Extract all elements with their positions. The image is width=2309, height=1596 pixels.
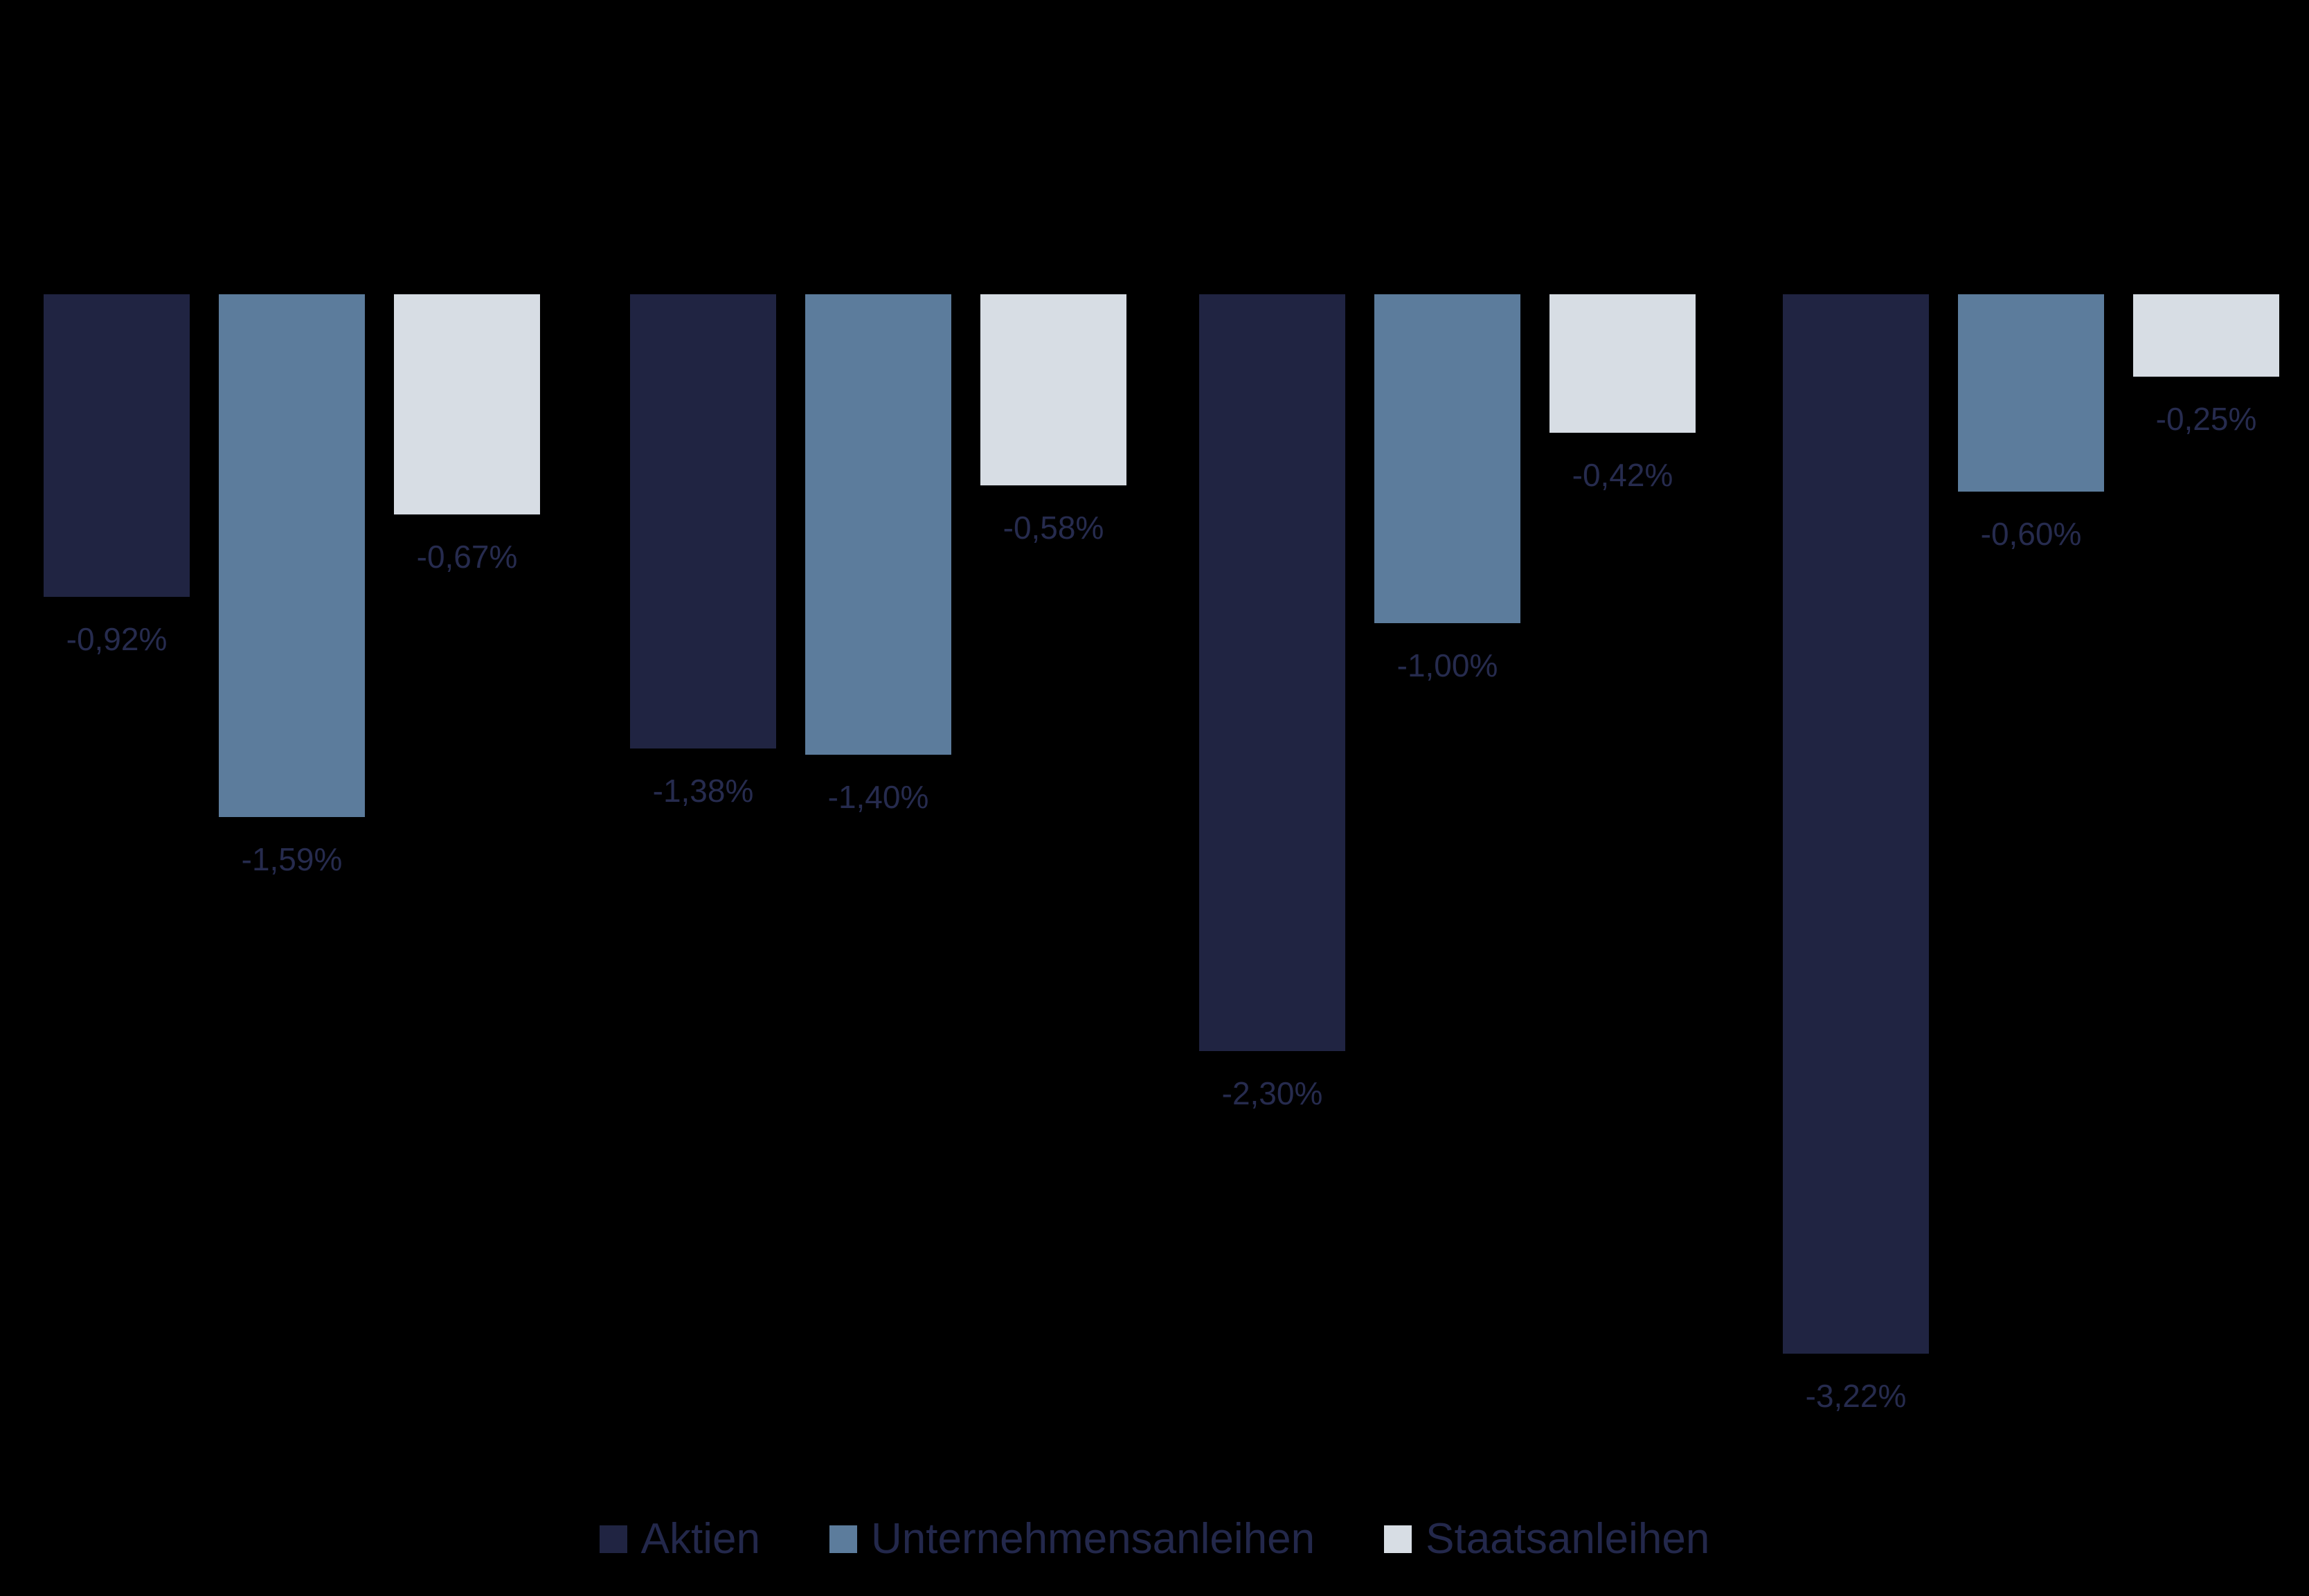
bar-unternehmensanleihen-3 <box>1958 294 2104 492</box>
value-label-staatsanleihen-2: -0,42% <box>1572 456 1673 493</box>
legend-swatch-staatsanleihen-icon <box>1384 1525 1412 1553</box>
value-label-unternehmensanleihen-2: -1,00% <box>1396 647 1498 683</box>
bar-aktien-1 <box>630 294 776 748</box>
value-label-unternehmensanleihen-0: -1,59% <box>241 841 343 878</box>
value-label-aktien-2: -2,30% <box>1221 1075 1323 1111</box>
value-label-staatsanleihen-3: -0,25% <box>2155 400 2257 437</box>
bar-staatsanleihen-2 <box>1549 294 1696 433</box>
value-label-unternehmensanleihen-1: -1,40% <box>827 779 929 815</box>
legend-item-staatsanleihen: Staatsanleihen <box>1384 1518 1709 1561</box>
legend-swatch-aktien-icon <box>599 1525 627 1553</box>
value-label-unternehmensanleihen-3: -0,60% <box>1980 516 2082 552</box>
value-label-staatsanleihen-0: -0,67% <box>416 539 518 575</box>
legend-label-staatsanleihen: Staatsanleihen <box>1426 1515 1710 1563</box>
value-label-staatsanleihen-1: -0,58% <box>1003 509 1104 546</box>
legend-swatch-unternehmensanleihen-icon <box>829 1525 857 1553</box>
bar-unternehmensanleihen-2 <box>1374 294 1520 623</box>
bar-staatsanleihen-0 <box>394 294 540 515</box>
legend-item-unternehmensanleihen: Unternehmensanleihen <box>829 1518 1315 1561</box>
value-label-aktien-3: -3,22% <box>1805 1377 1907 1414</box>
bar-staatsanleihen-1 <box>980 294 1126 485</box>
bar-aktien-2 <box>1199 294 1345 1051</box>
legend: Aktien Unternehmensanleihen Staatsanleih… <box>0 1518 2309 1561</box>
bar-aktien-3 <box>1783 294 1929 1354</box>
value-label-aktien-1: -1,38% <box>652 772 754 809</box>
legend-item-aktien: Aktien <box>599 1515 760 1563</box>
bar-unternehmensanleihen-1 <box>805 294 951 755</box>
bar-staatsanleihen-3 <box>2133 294 2279 377</box>
legend-label-aktien: Aktien <box>640 1515 760 1563</box>
value-label-aktien-0: -0,92% <box>66 621 168 657</box>
legend-label-unternehmensanleihen: Unternehmensanleihen <box>871 1515 1315 1563</box>
bar-aktien-0 <box>44 294 190 597</box>
bar-unternehmensanleihen-0 <box>219 294 365 818</box>
